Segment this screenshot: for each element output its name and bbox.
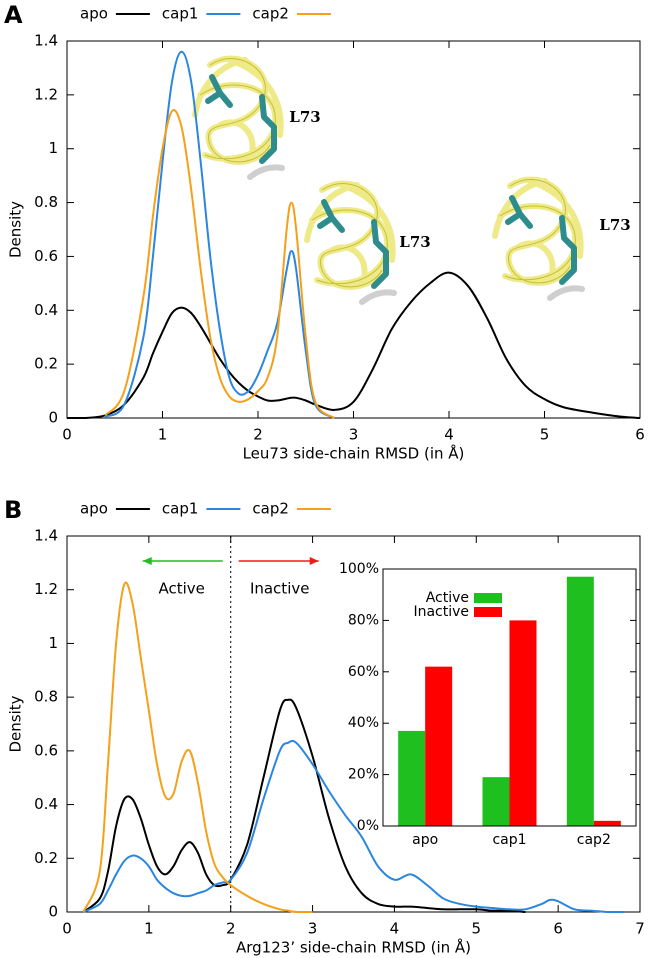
x-tick-label: 4	[390, 920, 400, 938]
region-label: Active	[159, 580, 205, 598]
density-line	[104, 50, 335, 419]
y-tick-label: 20%	[348, 767, 379, 783]
y-tick-label: 1.2	[34, 85, 58, 103]
x-tick-label: 3	[349, 426, 359, 444]
density-line	[82, 739, 624, 913]
y-tick-label: 0.2	[34, 849, 58, 867]
bar	[593, 820, 621, 826]
protein-illustration	[495, 180, 582, 298]
x-tick-label: 0	[62, 426, 72, 444]
bar	[482, 777, 510, 826]
legend-label: cap1	[162, 500, 199, 518]
x-tick-label: 2	[226, 920, 236, 938]
bar	[398, 730, 426, 826]
y-tick-label: 60%	[348, 664, 379, 680]
y-axis-title: Density	[7, 201, 25, 258]
residue-label: L73	[289, 108, 320, 126]
x-tick-label: cap2	[577, 832, 611, 848]
legend-swatch	[474, 593, 502, 603]
panel-label: B	[4, 496, 22, 524]
y-tick-label: 0%	[357, 818, 379, 834]
y-tick-label: 1.2	[34, 580, 58, 598]
y-tick-label: 1.4	[34, 32, 58, 50]
x-axis-title: Leu73 side-chain RMSD (in Å)	[243, 444, 465, 463]
density-line	[82, 581, 313, 913]
y-tick-label: 100%	[339, 561, 379, 577]
legend-label: Inactive	[413, 604, 469, 620]
x-tick-label: 6	[553, 920, 563, 938]
y-tick-label: 1	[48, 634, 58, 652]
legend-label: cap1	[162, 5, 199, 23]
panel-label: A	[4, 1, 23, 29]
legend-label: Active	[426, 590, 469, 606]
region-arrowhead	[142, 557, 152, 565]
x-tick-label: 3	[308, 920, 318, 938]
y-tick-label: 0.6	[34, 247, 58, 265]
y-tick-label: 1.4	[34, 527, 58, 545]
x-tick-label: 1	[158, 426, 168, 444]
protein-illustration	[307, 184, 394, 302]
x-tick-label: apo	[412, 832, 438, 848]
legend-label: cap2	[252, 5, 289, 23]
residue-label: L73	[599, 216, 630, 234]
region-arrowhead	[309, 557, 319, 565]
y-tick-label: 0.8	[34, 193, 58, 211]
y-tick-label: 0	[48, 409, 58, 427]
legend-swatch	[474, 607, 502, 617]
y-tick-label: 0	[48, 903, 58, 921]
y-axis-title: Density	[7, 695, 25, 752]
density-line	[104, 109, 336, 419]
y-tick-label: 80%	[348, 612, 379, 628]
x-tick-label: 2	[253, 426, 263, 444]
x-tick-label: 4	[444, 426, 454, 444]
y-tick-label: 0.4	[34, 301, 58, 319]
region-label: Inactive	[250, 580, 310, 598]
x-tick-label: 1	[144, 920, 154, 938]
y-tick-label: 0.2	[34, 355, 58, 373]
bar	[509, 620, 537, 826]
x-tick-label: 5	[540, 426, 550, 444]
density-line	[67, 271, 641, 419]
x-tick-label: 0	[62, 920, 72, 938]
bar	[425, 666, 453, 826]
x-tick-label: 5	[472, 920, 482, 938]
residue-label: L73	[399, 233, 430, 251]
bar	[566, 576, 594, 826]
y-tick-label: 1	[48, 139, 58, 157]
protein-illustration	[195, 59, 282, 177]
density-line	[82, 698, 526, 913]
y-tick-label: 40%	[348, 715, 379, 731]
x-tick-label: cap1	[492, 832, 526, 848]
x-axis-title: Arg123’ side-chain RMSD (in Å)	[236, 938, 471, 957]
x-tick-label: 6	[635, 426, 645, 444]
legend-label: cap2	[252, 500, 289, 518]
y-tick-label: 0.6	[34, 741, 58, 759]
legend-label: apo	[80, 5, 108, 23]
legend-label: apo	[80, 500, 108, 518]
plot-frame	[66, 535, 641, 913]
inset-frame	[382, 568, 637, 827]
y-tick-label: 0.8	[34, 688, 58, 706]
x-tick-label: 7	[635, 920, 645, 938]
y-tick-label: 0.4	[34, 795, 58, 813]
